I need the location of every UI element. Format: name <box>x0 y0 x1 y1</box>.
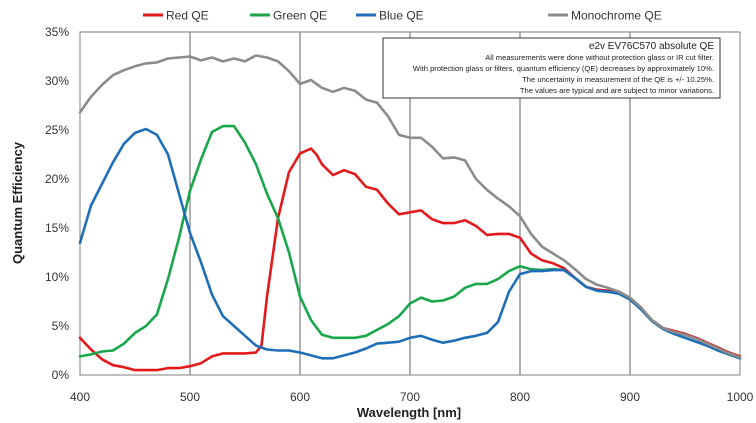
annotation-line-2: With protection glass or filters, quantu… <box>413 64 714 73</box>
legend-label-monochrome-qe: Monochrome QE <box>571 9 662 23</box>
y-axis-title: Quantum Efficiency <box>10 141 25 264</box>
series-lines <box>78 54 742 372</box>
legend: Red QE Green QE Blue QE Monochrome QE <box>143 9 662 23</box>
legend-label-red-qe: Red QE <box>166 9 209 23</box>
x-tick-label: 500 <box>180 390 200 404</box>
legend-label-blue-qe: Blue QE <box>379 9 424 23</box>
x-tick-label: 600 <box>290 390 310 404</box>
plot-frame <box>79 31 741 376</box>
legend-label-green-qe: Green QE <box>273 9 327 23</box>
x-axis-ticks: 400 500 600 700 800 900 1000 <box>70 390 754 404</box>
series-line-monochrome-qe <box>78 54 742 359</box>
x-tick-label: 400 <box>70 390 90 404</box>
y-tick-label: 20% <box>45 172 69 186</box>
y-tick-label: 25% <box>45 123 69 137</box>
annotation-line-3: The uncertainty in measurement of the QE… <box>522 75 714 84</box>
series-line-blue-qe <box>78 127 742 360</box>
x-tick-label: 700 <box>400 390 420 404</box>
y-tick-label: 35% <box>45 25 69 39</box>
annotation-box-frame <box>382 37 721 99</box>
annotation-line-4: The values are typical and are subject t… <box>520 86 714 95</box>
annotation-line-1: All measurements were done without prote… <box>485 53 714 62</box>
annotation-title: e2v EV76C570 absolute QE <box>589 41 714 52</box>
y-tick-label: 30% <box>45 74 69 88</box>
y-tick-label: 0% <box>52 368 70 382</box>
y-tick-label: 10% <box>45 270 69 284</box>
annotation-box: e2v EV76C570 absolute QE All measurement… <box>382 37 721 99</box>
x-tick-label: 800 <box>510 390 530 404</box>
y-tick-label: 5% <box>52 319 70 333</box>
x-tick-label: 1000 <box>727 390 754 404</box>
x-axis-title: Wavelength [nm] <box>357 405 461 420</box>
y-axis-ticks: 0% 5% 10% 15% 20% 25% 30% 35% <box>45 25 69 382</box>
x-tick-label: 900 <box>620 390 640 404</box>
y-tick-label: 15% <box>45 221 69 235</box>
